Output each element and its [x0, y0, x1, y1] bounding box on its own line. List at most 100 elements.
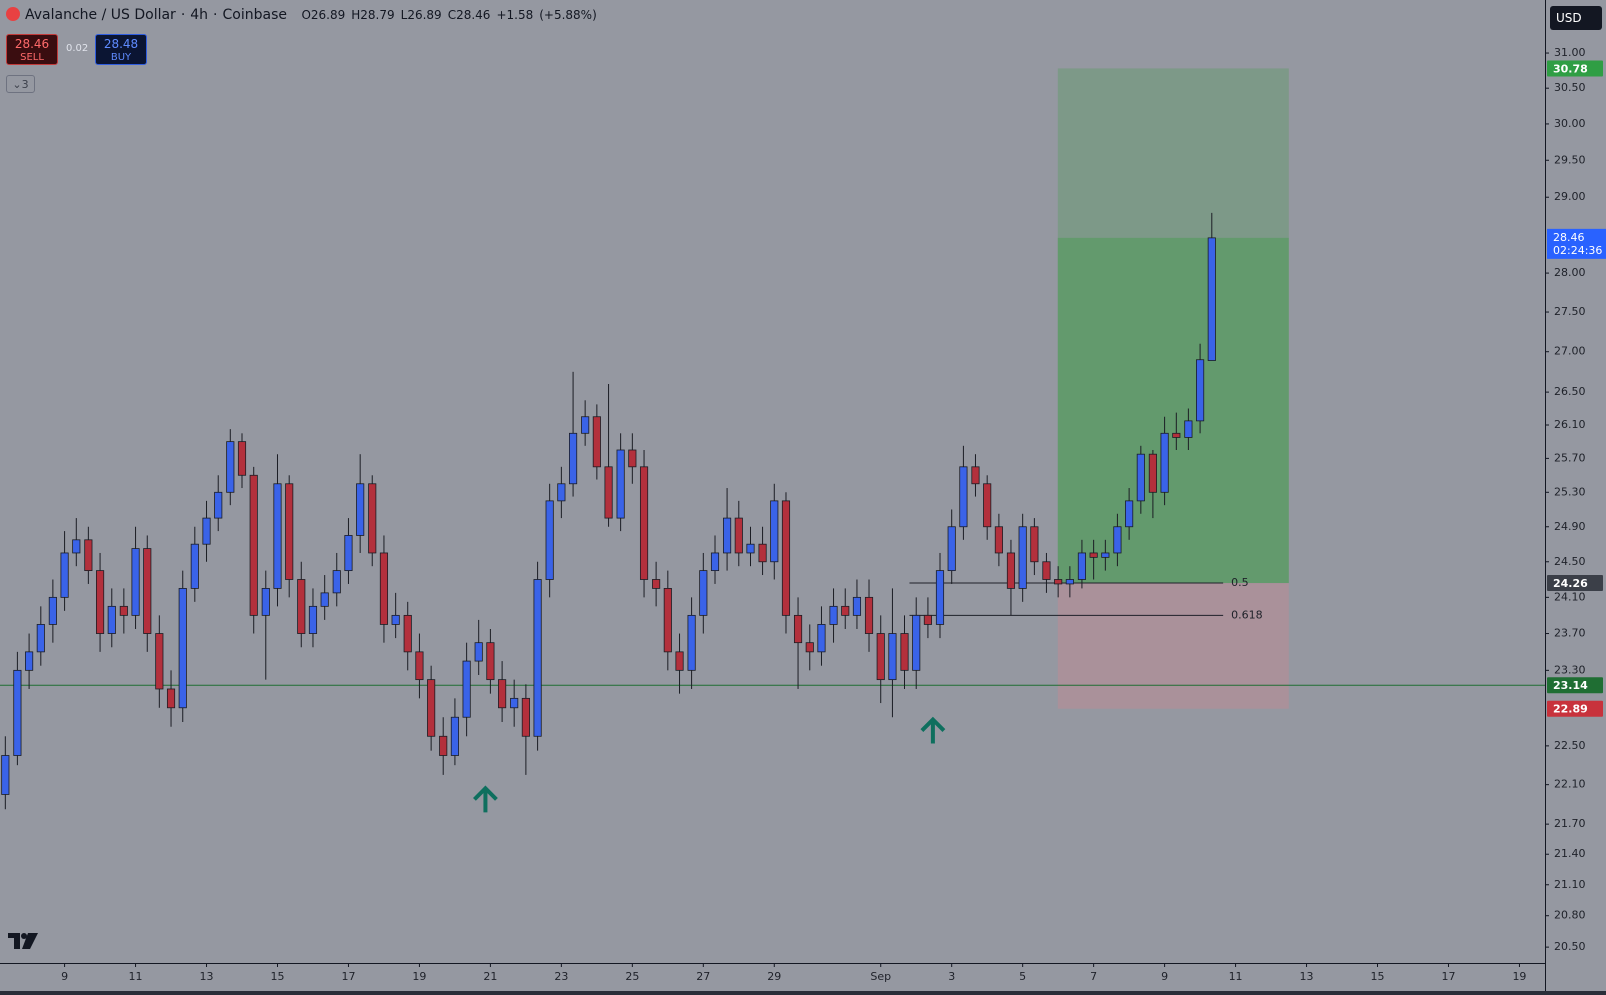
exchange: Coinbase	[208, 7, 287, 23]
candle-body	[474, 642, 483, 662]
buy-button[interactable]: 28.48 BUY	[95, 34, 147, 65]
y-tick-label: 30.00	[1554, 117, 1586, 130]
candle-body	[427, 679, 436, 737]
x-tick-label: 29	[767, 970, 781, 983]
ohlc-label: H	[351, 8, 361, 22]
candle-body	[983, 483, 992, 528]
y-tick-label: 21.40	[1554, 847, 1586, 860]
candle-body	[498, 679, 507, 709]
candle-body	[1196, 359, 1205, 422]
x-tick-label: 3	[948, 970, 955, 983]
y-tick-label: 20.80	[1554, 909, 1586, 922]
price-line-badge-label: 23.14	[1553, 679, 1588, 692]
change-percent: (+5.88%)	[539, 8, 597, 22]
indicators-toggle[interactable]: 3	[6, 75, 35, 93]
candle-body	[723, 517, 732, 554]
candle-body	[581, 416, 590, 434]
candle-body	[415, 651, 424, 681]
candle-body	[285, 483, 294, 580]
tradingview-logo	[8, 933, 38, 949]
candle-body	[25, 651, 34, 671]
candle-body	[462, 660, 471, 718]
candle-body	[781, 500, 791, 616]
candle-body	[793, 614, 803, 644]
candle-body	[320, 592, 329, 607]
candle-body	[190, 543, 199, 589]
candle-body	[237, 441, 247, 476]
candle-body	[1018, 526, 1027, 589]
stop-badge	[1547, 700, 1603, 717]
ohlc-value: 28.46	[456, 8, 491, 22]
candle-body	[332, 570, 341, 594]
time-axis-footer	[0, 991, 1606, 995]
candle-body	[439, 735, 448, 756]
candle-body	[95, 570, 105, 634]
y-tick-label: 29.50	[1554, 153, 1586, 166]
candle-body	[1054, 579, 1063, 585]
candle-body	[959, 466, 968, 528]
candle-body	[639, 466, 649, 580]
candle-body	[829, 605, 838, 625]
candle-body	[143, 548, 152, 634]
candle-body	[36, 624, 45, 653]
change: +1.58	[496, 8, 534, 22]
candle-body	[545, 500, 554, 580]
candle-body	[1077, 552, 1086, 580]
sell-button[interactable]: 28.46 SELL	[6, 34, 58, 65]
y-tick-label: 25.70	[1554, 451, 1586, 464]
x-tick-label: 7	[1090, 970, 1097, 983]
candle-body	[971, 466, 980, 485]
symbol-logo	[6, 7, 20, 21]
ohlc-label: O	[301, 8, 311, 22]
candle-body	[107, 605, 116, 634]
candle-body	[356, 483, 365, 536]
candle-body	[1148, 453, 1157, 493]
up-arrow	[920, 716, 946, 744]
target-badge-label: 30.78	[1553, 62, 1588, 75]
candle-body	[1207, 237, 1216, 361]
buy-label: BUY	[110, 52, 132, 63]
symbol[interactable]: Avalanche / US Dollar	[25, 7, 176, 23]
candle-body	[663, 588, 672, 653]
candle-body	[391, 614, 400, 625]
candle-body	[1, 755, 10, 795]
candle-body	[297, 579, 306, 634]
candle-body	[1160, 432, 1169, 493]
candle-body	[699, 570, 708, 616]
y-tick-label: 22.50	[1554, 739, 1586, 752]
candle-body	[178, 588, 187, 709]
candle-body	[616, 449, 625, 519]
candle-body	[249, 474, 258, 616]
fib-label: 0.5	[1231, 576, 1249, 589]
candle-body	[486, 642, 495, 681]
candle-body	[533, 579, 542, 737]
candle-body	[746, 543, 755, 554]
x-tick-label: 15	[1371, 970, 1385, 983]
candle-body	[1006, 552, 1016, 589]
candle-body	[994, 526, 1003, 554]
candle-body	[687, 614, 696, 671]
y-tick-label: 24.10	[1554, 590, 1586, 603]
currency-button[interactable]: USD	[1550, 6, 1602, 30]
interval[interactable]: 4h	[176, 7, 208, 23]
candle-body	[368, 483, 377, 554]
buy-price: 28.48	[103, 37, 139, 51]
stop-badge-label: 22.89	[1553, 703, 1588, 716]
candle-body	[344, 535, 353, 572]
candle-body	[864, 596, 874, 634]
candle-body	[379, 552, 389, 625]
spread: 0.02	[66, 43, 89, 54]
candle-body	[841, 605, 850, 616]
price-line-badge	[1547, 677, 1603, 694]
candle-body	[805, 642, 814, 653]
candle-body	[273, 483, 282, 589]
candle-body	[450, 716, 459, 756]
candle-body	[734, 517, 743, 554]
open-profit-zone	[1057, 237, 1289, 584]
x-tick-label: 13	[1300, 970, 1314, 983]
countdown: 02:24:36	[1553, 244, 1602, 257]
y-tick-label: 23.30	[1554, 663, 1586, 676]
candle-body	[1089, 552, 1098, 558]
candle-body	[1113, 526, 1122, 554]
symbol-header: Avalanche / US Dollar4hCoinbase O26.89H2…	[6, 7, 597, 23]
